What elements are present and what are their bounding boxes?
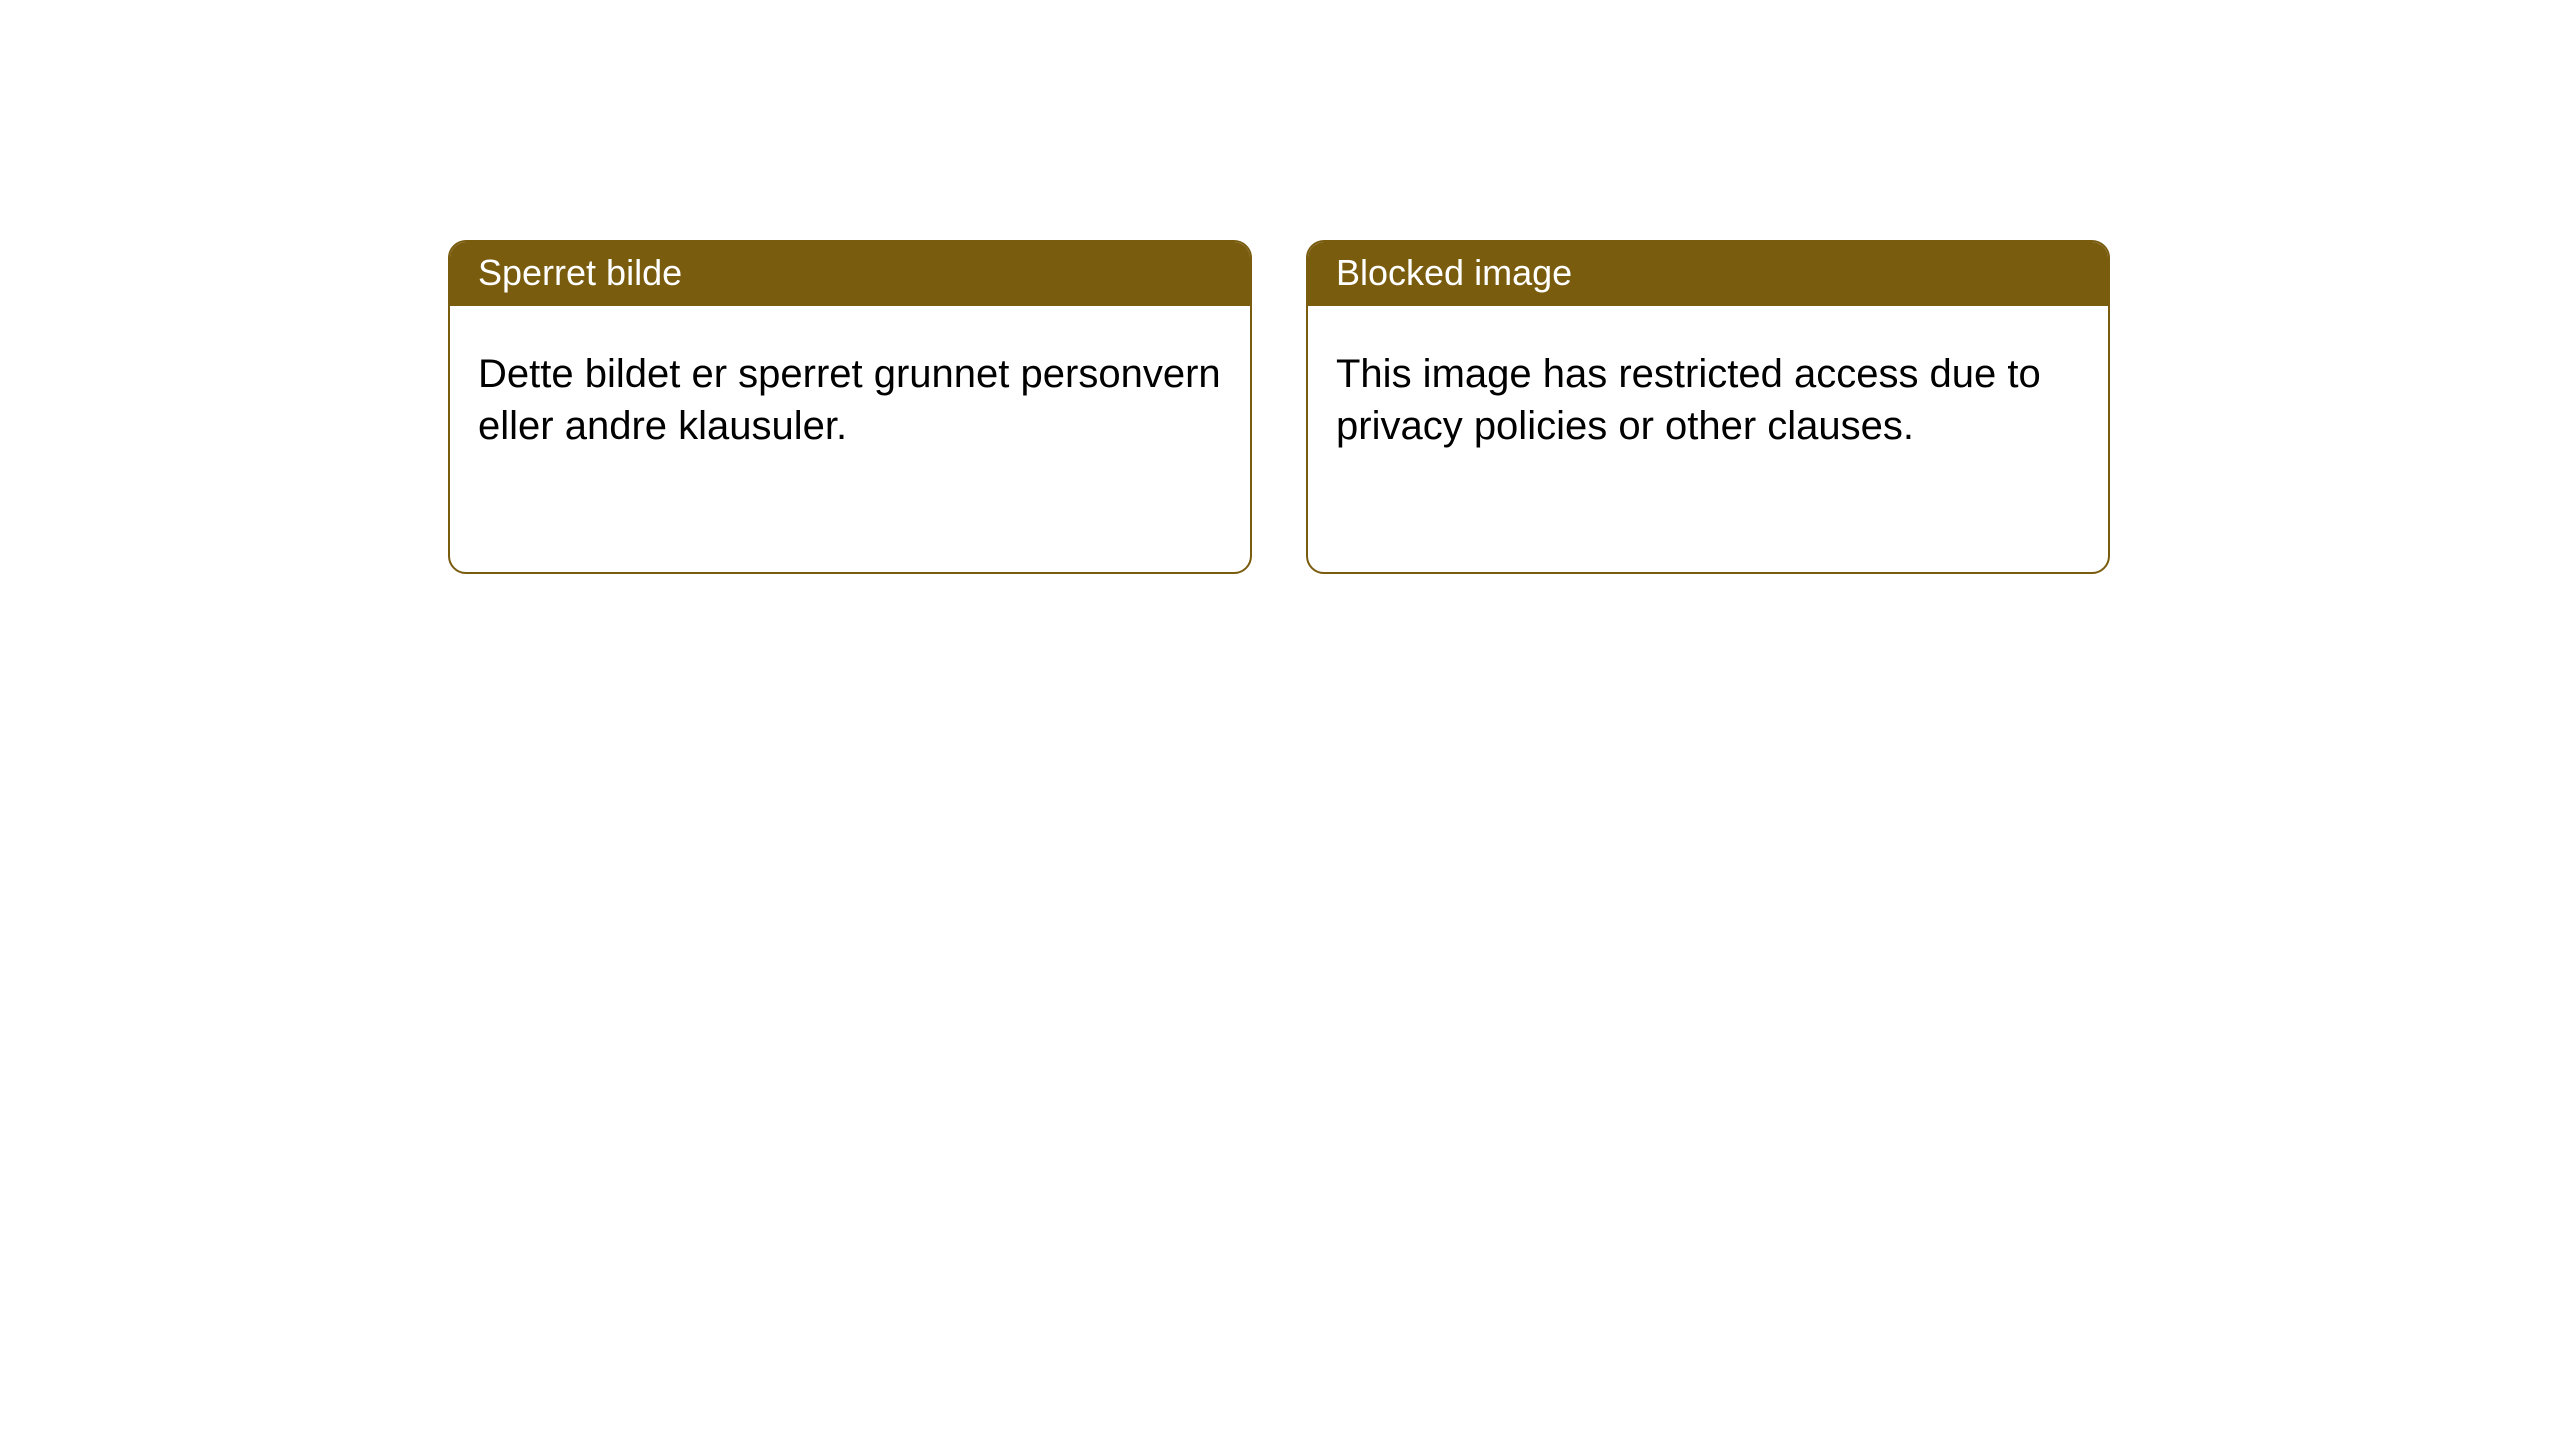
card-header-no: Sperret bilde xyxy=(450,242,1250,306)
card-header-en: Blocked image xyxy=(1308,242,2108,306)
cards-container: Sperret bilde Dette bildet er sperret gr… xyxy=(0,0,2560,574)
card-body-en: This image has restricted access due to … xyxy=(1308,306,2108,480)
card-body-no: Dette bildet er sperret grunnet personve… xyxy=(450,306,1250,480)
blocked-image-card-en: Blocked image This image has restricted … xyxy=(1306,240,2110,574)
blocked-image-card-no: Sperret bilde Dette bildet er sperret gr… xyxy=(448,240,1252,574)
